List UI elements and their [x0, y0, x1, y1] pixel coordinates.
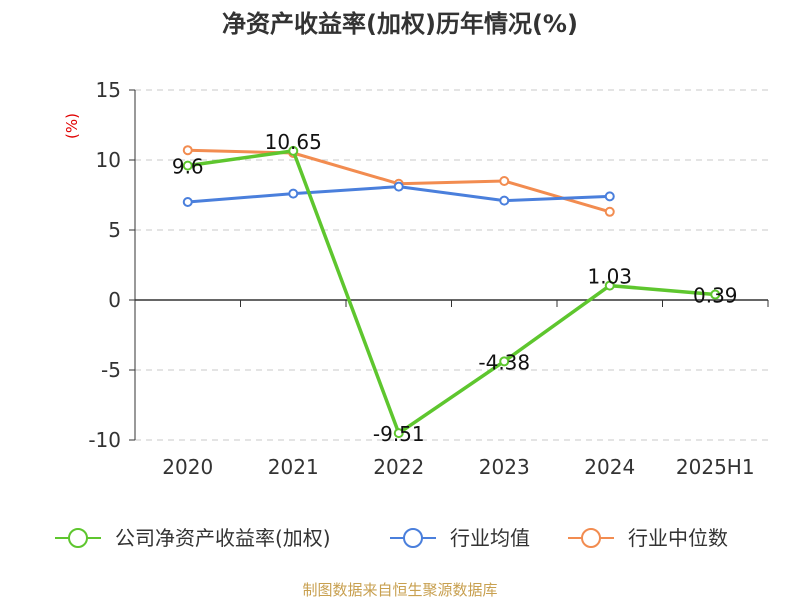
data-labels: 9.6 10.65 -9.51 -4.38 1.03 0.39 — [172, 130, 738, 446]
legend-swatch-marker — [403, 528, 423, 548]
series-line-0 — [187, 149, 716, 435]
x-tick-label: 2024 — [584, 455, 635, 479]
data-point — [393, 181, 404, 192]
data-point — [604, 206, 615, 217]
legend-swatch-marker — [581, 528, 601, 548]
y-tick-label: 15 — [96, 78, 121, 102]
data-label: 1.03 — [587, 265, 632, 289]
legend-label: 行业中位数 — [628, 526, 728, 550]
y-unit-label: (%) — [63, 113, 81, 139]
x-tick-label: 2020 — [162, 455, 213, 479]
legend-swatch-marker — [68, 528, 88, 548]
series-layer — [182, 145, 721, 439]
data-label: -9.51 — [373, 422, 425, 446]
data-point — [499, 356, 510, 367]
data-point — [393, 428, 404, 439]
data-point — [604, 280, 615, 291]
y-tick-label: 5 — [108, 218, 121, 242]
x-tick-label: 2023 — [479, 455, 530, 479]
legend-label: 公司净资产收益率(加权) — [115, 526, 331, 550]
data-label: 10.65 — [265, 130, 322, 154]
y-tick-label: 0 — [108, 288, 121, 312]
data-point — [182, 160, 193, 171]
data-point — [499, 176, 510, 186]
data-point — [499, 195, 510, 206]
data-point — [288, 188, 299, 199]
y-tick-label: 10 — [96, 148, 121, 172]
axes: 15 10 5 0 -5 -10 2020 2021 2022 2023 2024 2025H1 — [88, 78, 769, 479]
legend: 公司净资产收益率(加权) 行业均值 行业中位数 — [55, 526, 728, 550]
y-tick-label: -5 — [101, 358, 121, 382]
chart-title: 净资产收益率(加权)历年情况(%) — [222, 10, 578, 38]
source-note: 制图数据来自恒生聚源数据库 — [302, 581, 497, 599]
x-tick-label: 2021 — [268, 455, 319, 479]
x-tick-label: 2022 — [373, 455, 424, 479]
data-point — [604, 191, 615, 202]
data-label: 0.39 — [693, 284, 738, 308]
data-label: 9.6 — [172, 155, 204, 179]
data-point — [710, 289, 721, 300]
x-tick-label: 2025H1 — [676, 455, 755, 479]
legend-label: 行业均值 — [450, 526, 530, 550]
data-point — [182, 145, 193, 156]
data-point — [182, 197, 193, 207]
y-tick-label: -10 — [88, 428, 121, 452]
data-label: -4.38 — [478, 350, 530, 374]
data-point — [288, 145, 299, 156]
gridlines — [135, 89, 768, 441]
